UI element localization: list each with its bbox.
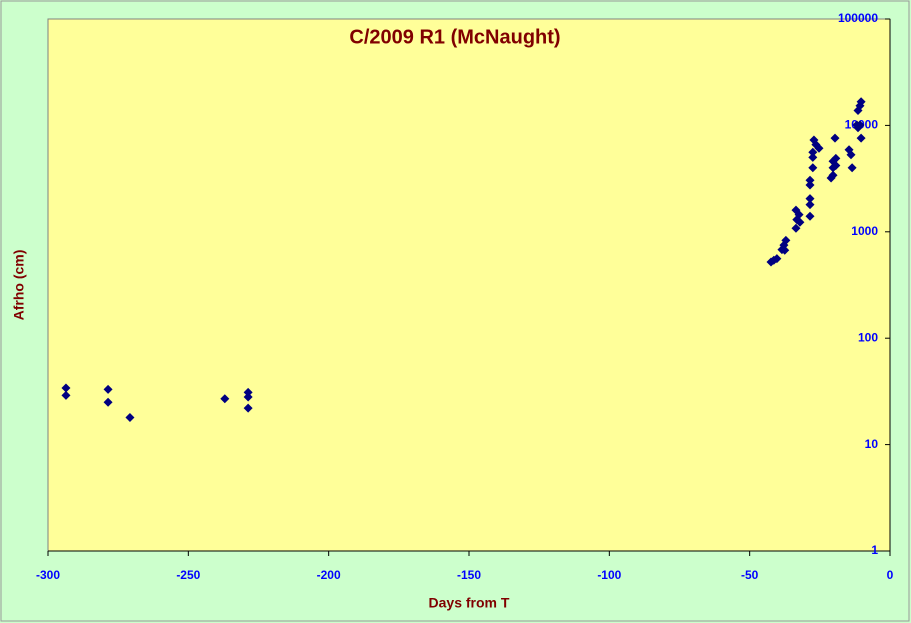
data-point xyxy=(791,223,801,233)
x-tick-label: -150 xyxy=(457,568,481,582)
x-tick-label: -300 xyxy=(36,568,60,582)
data-point xyxy=(794,210,804,220)
data-point xyxy=(781,235,791,245)
x-axis-title: Days from T xyxy=(429,595,510,611)
data-point xyxy=(795,217,805,227)
data-point xyxy=(831,160,841,170)
data-point xyxy=(855,120,865,130)
x-tick-label: 0 xyxy=(887,568,894,582)
data-point xyxy=(780,245,790,255)
data-point xyxy=(103,397,113,407)
data-point xyxy=(808,163,818,173)
data-point xyxy=(805,211,815,221)
data-point xyxy=(805,175,815,185)
data-point xyxy=(243,403,253,413)
y-axis-title: Afrho (cm) xyxy=(11,250,27,321)
data-point xyxy=(243,392,253,402)
data-point xyxy=(61,383,71,393)
y-tick-label: 100000 xyxy=(838,11,878,25)
data-point xyxy=(220,394,230,404)
x-tick-label: -200 xyxy=(317,568,341,582)
data-point xyxy=(853,106,863,116)
data-point xyxy=(814,143,824,153)
x-tick-label: -50 xyxy=(741,568,759,582)
data-point xyxy=(61,390,71,400)
data-point xyxy=(846,150,856,160)
data-point xyxy=(828,170,838,180)
data-point xyxy=(830,133,840,143)
y-tick-label: 1 xyxy=(871,543,878,557)
data-point xyxy=(805,200,815,210)
data-point xyxy=(856,133,866,143)
data-point xyxy=(103,384,113,394)
data-point xyxy=(243,387,253,397)
x-tick-label: -250 xyxy=(176,568,200,582)
data-point xyxy=(808,152,818,162)
y-tick-label: 100 xyxy=(858,330,878,344)
plot-area xyxy=(47,18,891,552)
x-tick-label: -100 xyxy=(597,568,621,582)
data-point xyxy=(805,180,815,190)
data-point xyxy=(808,147,818,157)
data-point xyxy=(805,194,815,204)
y-tick-label: 1000 xyxy=(851,224,878,238)
data-point xyxy=(772,254,782,264)
data-point xyxy=(831,153,841,163)
data-point xyxy=(125,412,135,422)
y-tick-label: 10 xyxy=(865,437,879,451)
data-point xyxy=(856,97,866,107)
data-point xyxy=(847,163,857,173)
chart-title: C/2009 R1 (McNaught) xyxy=(349,26,560,48)
